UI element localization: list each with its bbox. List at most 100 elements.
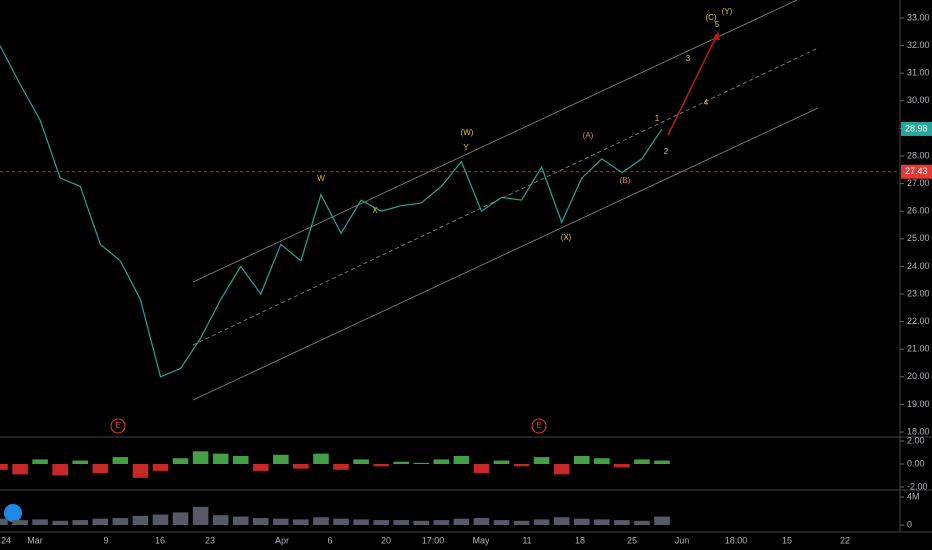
oscillator-bar xyxy=(413,462,430,464)
volume-bar xyxy=(313,517,329,525)
volume-bar xyxy=(92,518,109,525)
wave-label: W xyxy=(317,174,325,183)
event-marker xyxy=(110,418,126,434)
wave-label: (Y) xyxy=(722,7,733,16)
alert-label: 27.43 xyxy=(905,166,928,176)
volume-bar xyxy=(594,519,610,525)
wave-label: E xyxy=(115,421,120,430)
wave-label: (C) xyxy=(705,13,716,22)
wave-label: E xyxy=(536,421,541,430)
oscillator-bar xyxy=(12,464,28,475)
last-price-box xyxy=(901,121,932,136)
x-tick-label: 18 xyxy=(575,535,585,545)
oscillator-bar xyxy=(473,464,490,474)
alert-label-box xyxy=(901,164,932,179)
oscillator-bar xyxy=(573,455,590,464)
y-tick-label: 21.00 xyxy=(907,344,930,354)
y-tick-label: 23.00 xyxy=(907,288,930,298)
x-tick-label: 22 xyxy=(840,535,850,545)
wave-label: (A) xyxy=(583,131,594,140)
x-tick-label: 25 xyxy=(627,535,637,545)
y-tick-label: 27.00 xyxy=(907,178,930,188)
volume-bar xyxy=(373,520,389,525)
volume-bar xyxy=(353,519,369,525)
event-marker xyxy=(531,418,547,434)
oscillator-bar xyxy=(614,464,630,468)
volume-bar xyxy=(152,514,169,525)
oscillator-bar xyxy=(52,464,68,476)
volume-bar xyxy=(72,520,89,525)
y-tick-label: 28.00 xyxy=(907,150,930,160)
oscillator-bar xyxy=(313,453,329,464)
oscillator-bar xyxy=(634,459,650,464)
y-tick-label: 2.00 xyxy=(907,435,925,445)
x-tick-label: 16 xyxy=(155,535,165,545)
oscillator-bar xyxy=(553,464,570,475)
volume-bar xyxy=(12,520,28,525)
oscillator-bar xyxy=(513,464,530,467)
oscillator-bar xyxy=(232,455,249,464)
oscillator-bar xyxy=(453,455,470,464)
oscillator-bar xyxy=(353,459,369,464)
volume-bar xyxy=(252,518,269,525)
y-tick-label: 25.00 xyxy=(907,233,930,243)
y-tick-label: 0.00 xyxy=(907,458,925,468)
x-tick-label: 15 xyxy=(782,535,792,545)
oscillator-bar xyxy=(493,460,510,464)
oscillator-bar xyxy=(594,458,610,464)
oscillator-bar xyxy=(112,457,129,464)
y-tick-label: 4M xyxy=(907,491,920,501)
volume-bar xyxy=(0,518,8,525)
volume-bar xyxy=(112,518,129,525)
x-tick-label: Apr xyxy=(275,535,289,545)
projection-arrow xyxy=(667,32,719,136)
y-tick-label: -2.00 xyxy=(907,481,928,491)
x-tick-label: 9 xyxy=(103,535,108,545)
x-tick-label: 23 xyxy=(205,535,215,545)
volume-bar xyxy=(453,518,470,525)
volume-bar xyxy=(493,520,510,525)
wave-label: 3 xyxy=(686,54,691,63)
oscillator-bar xyxy=(0,464,8,470)
volume-bar xyxy=(273,518,289,525)
y-tick-label: 19.00 xyxy=(907,399,930,409)
oscillator-bar xyxy=(433,459,450,464)
oscillator-bar xyxy=(293,464,309,469)
oscillator-bar xyxy=(333,464,349,470)
volume-bar xyxy=(32,519,48,525)
x-tick-label: 17:00 xyxy=(422,535,445,545)
wave-label: 2 xyxy=(664,147,669,156)
oscillator-bar xyxy=(32,459,48,464)
oscillator-bar xyxy=(252,464,269,471)
y-tick-label: 33.00 xyxy=(907,12,930,22)
oscillator-bar xyxy=(393,461,410,464)
volume-bar xyxy=(614,520,630,525)
volume-bar xyxy=(654,516,670,525)
volume-bar xyxy=(553,517,570,525)
volume-bar xyxy=(433,520,450,525)
volume-bar xyxy=(172,512,189,525)
y-tick-label: 32.00 xyxy=(907,40,930,50)
volume-bar xyxy=(52,520,68,525)
volume-bar xyxy=(533,519,550,525)
wave-label: 4 xyxy=(704,98,709,107)
x-tick-label: Jun xyxy=(675,535,690,545)
channel-upper xyxy=(192,0,798,283)
volume-bar xyxy=(232,516,249,525)
wave-label: 5 xyxy=(715,20,720,29)
oscillator-bar xyxy=(172,458,189,464)
oscillator-bar xyxy=(192,451,209,464)
wave-label: X xyxy=(372,206,378,215)
wave-label: Y xyxy=(463,143,469,152)
oscillator-bar xyxy=(72,460,89,464)
volume-bar xyxy=(192,506,209,525)
oscillator-bar xyxy=(212,453,229,464)
volume-bar xyxy=(293,519,309,525)
x-tick-label: 11 xyxy=(522,535,531,545)
wave-label: (X) xyxy=(561,233,572,242)
volume-bar xyxy=(333,518,349,525)
y-tick-label: 30.00 xyxy=(907,95,930,105)
y-tick-label: 31.00 xyxy=(907,68,930,78)
